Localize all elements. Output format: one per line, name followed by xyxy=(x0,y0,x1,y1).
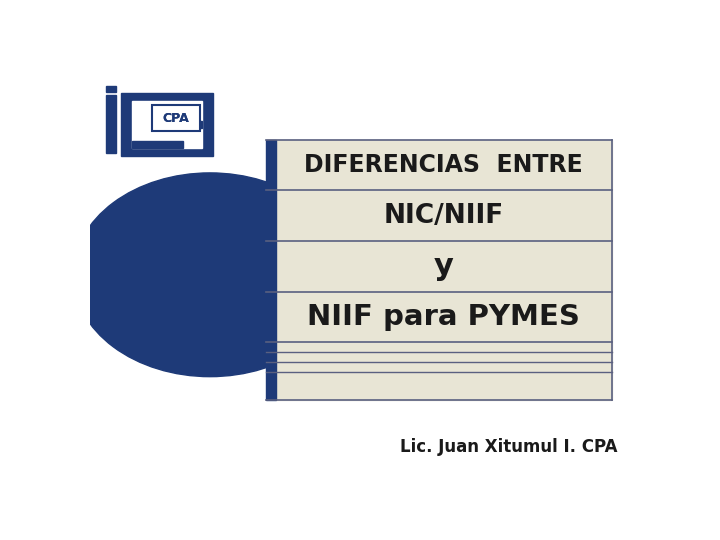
Text: CPA: CPA xyxy=(163,112,189,125)
Bar xyxy=(106,86,116,92)
Bar xyxy=(153,105,200,131)
Text: DIFERENCIAS  ENTRE: DIFERENCIAS ENTRE xyxy=(305,153,583,177)
Circle shape xyxy=(73,173,347,377)
Text: CPA: CPA xyxy=(163,112,189,125)
Bar xyxy=(106,95,116,153)
Bar xyxy=(132,101,202,148)
Text: NIIF para PYMES: NIIF para PYMES xyxy=(307,303,580,331)
Bar xyxy=(132,141,183,148)
Bar xyxy=(266,140,276,400)
Text: NIC/NIIF: NIC/NIIF xyxy=(384,202,504,228)
Bar xyxy=(163,121,202,128)
Bar xyxy=(121,93,213,156)
Text: Lic. Juan Xitumul I. CPA: Lic. Juan Xitumul I. CPA xyxy=(400,437,617,456)
Bar xyxy=(276,140,612,400)
Text: y: y xyxy=(434,252,454,281)
